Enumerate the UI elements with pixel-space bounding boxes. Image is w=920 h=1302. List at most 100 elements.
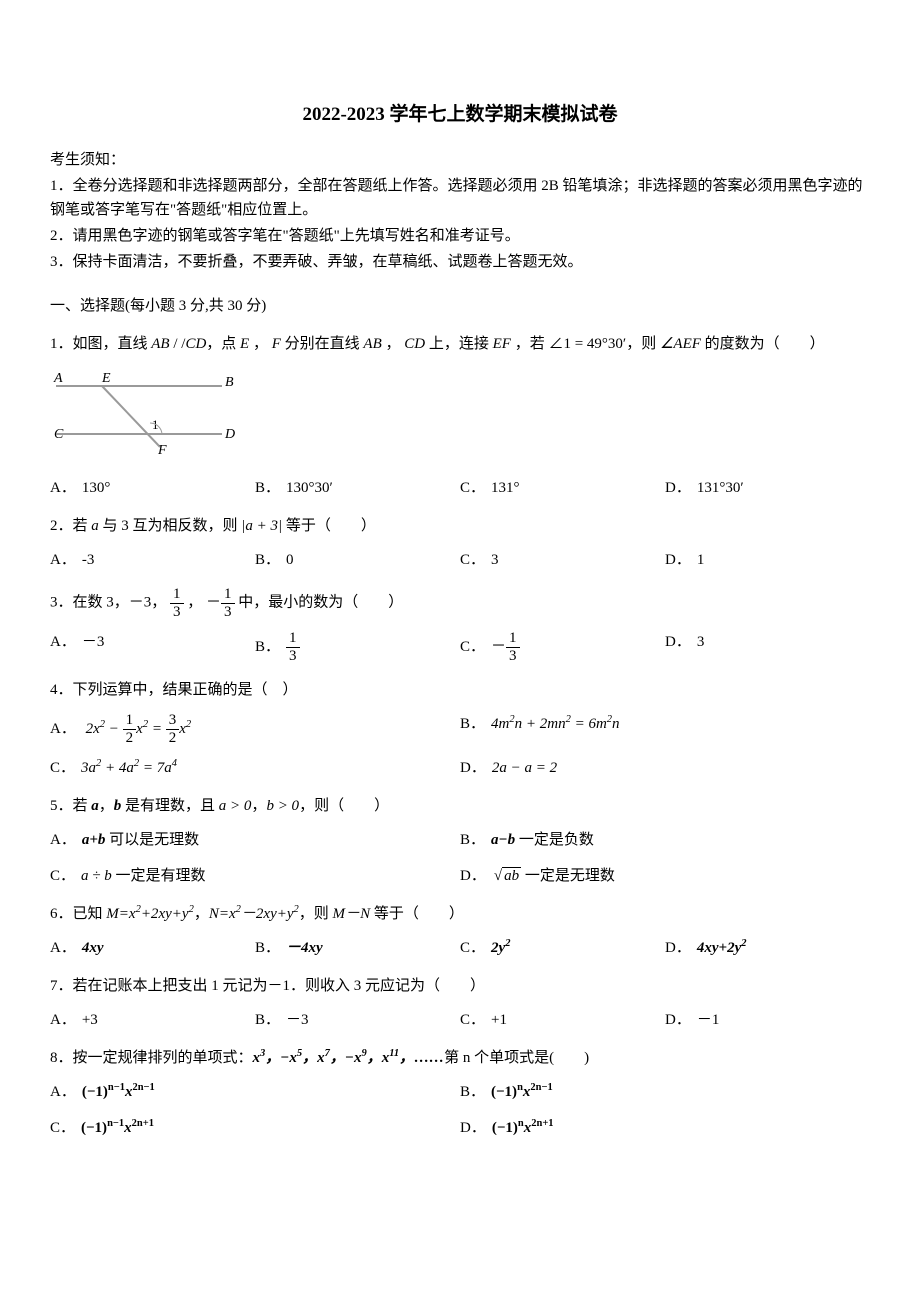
- question-1-text: 1．如图，直线 AB / /CD，点 E ， F 分别在直线 AB ， CD 上…: [50, 332, 870, 356]
- q5-t2: ，: [99, 798, 114, 814]
- q1-t7: ，若: [511, 336, 549, 352]
- q2-opt-D: 1: [697, 552, 705, 568]
- q5-t4: ，: [251, 798, 266, 814]
- question-8-options-row2: C．(−1)n−1x2n+1 D．(−1)nx2n+1: [50, 1116, 870, 1140]
- q5-opt-C: C．a ÷ b 一定是有理数: [50, 864, 460, 888]
- question-2-text: 2．若 a 与 3 互为相反数，则 |a + 3| 等于（ ）: [50, 514, 870, 538]
- fig-label-F: F: [157, 443, 167, 456]
- opt-label-B: B．: [460, 716, 485, 732]
- opt-label-A: A．: [50, 940, 76, 956]
- opt-label-D: D．: [460, 760, 486, 776]
- q3-f1n: 1: [170, 586, 184, 604]
- q5-D-s: 一定是无理数: [521, 868, 615, 884]
- q4-C-expr: 3a2 + 4a2 = 7a4: [81, 760, 177, 776]
- opt-label-A: A．: [50, 1084, 76, 1100]
- q3-neg: －: [206, 595, 221, 611]
- q4-A-f2n: 3: [166, 712, 180, 730]
- instruction-line: 1．全卷分选择题和非选择题两部分，全部在答题纸上作答。选择题必须用 2B 铅笔填…: [50, 174, 870, 222]
- q6-opt-B: －4xy: [286, 940, 323, 956]
- q5-A-e: a+b: [82, 832, 106, 848]
- q1-CD: CD: [185, 336, 206, 352]
- opt-label-C: C．: [460, 480, 485, 496]
- question-1: 1．如图，直线 AB / /CD，点 E ， F 分别在直线 AB ， CD 上…: [50, 332, 870, 500]
- q2-t1: 2．若: [50, 518, 91, 534]
- q1-AB2: AB: [363, 336, 381, 352]
- q5-a: a: [91, 798, 99, 814]
- question-5-options-row1: A．a+b 可以是无理数 B．a−b 一定是负数: [50, 828, 870, 852]
- q5-t3: 是有理数，且: [121, 798, 219, 814]
- q6-M: M=x2+2xy+y2: [106, 906, 194, 922]
- opt-label-C: C．: [50, 760, 75, 776]
- fig-label-A: A: [53, 371, 63, 386]
- q4-B-expr: 4m2n + 2mn2 = 6m2n: [491, 716, 620, 732]
- question-2: 2．若 a 与 3 互为相反数，则 |a + 3| 等于（ ） A．-3 B．0…: [50, 514, 870, 572]
- question-8-text: 8．按一定规律排列的单项式：x3，−x5，x7，−x9，x11，……第 n 个单…: [50, 1046, 870, 1070]
- opt-label-C: C．: [460, 940, 485, 956]
- q3-Cd: 3: [506, 648, 520, 665]
- q3-Bd: 3: [286, 648, 300, 665]
- q3-f2d: 3: [221, 604, 235, 621]
- question-4: 4．下列运算中，结果正确的是（ ） A． 2x2 − 12x2 = 32x2 B…: [50, 678, 870, 780]
- q3-opt-A: －3: [82, 634, 105, 650]
- q3-f1d: 3: [170, 604, 184, 621]
- q5-D-e: ab: [492, 864, 521, 888]
- q1-angle: ∠1 = 49°30′: [548, 336, 626, 352]
- fig-label-E: E: [101, 371, 111, 386]
- opt-label-A: A．: [50, 721, 76, 737]
- opt-label-B: B．: [255, 940, 280, 956]
- q1-t8: ，则: [626, 336, 660, 352]
- q1-CD2: CD: [404, 336, 425, 352]
- opt-label-D: D．: [665, 940, 691, 956]
- q1-t: 1．如图，直线: [50, 336, 151, 352]
- q4-A-f1n: 1: [123, 712, 137, 730]
- q1-t2: ，点: [206, 336, 240, 352]
- question-4-text: 4．下列运算中，结果正确的是（ ）: [50, 678, 870, 702]
- q6-opt-C: 2y2: [491, 940, 510, 956]
- page-title: 2022-2023 学年七上数学期末模拟试卷: [50, 100, 870, 130]
- q8-opt-A: A． (−1)n−1x2n−1: [50, 1080, 460, 1104]
- opt-label-D: D．: [665, 634, 691, 650]
- q2-t2: 与 3 互为相反数，则: [99, 518, 242, 534]
- question-7-text: 7．若在记账本上把支出 1 元记为－1．则收入 3 元应记为（ ）: [50, 974, 870, 998]
- question-8-options-row1: A． (−1)n−1x2n−1 B．(−1)nx2n−1: [50, 1080, 870, 1104]
- q1-AEF: ∠AEF: [660, 336, 701, 352]
- opt-label-D: D．: [665, 552, 691, 568]
- question-6: 6．已知 M=x2+2xy+y2，N=x2－2xy+y2，则 M－N 等于（ ）…: [50, 902, 870, 960]
- q5-B-e: a−b: [491, 832, 515, 848]
- q2-opt-B: 0: [286, 552, 294, 568]
- q2-a: a: [91, 518, 99, 534]
- q3-Bn: 1: [286, 630, 300, 648]
- q8-opt-C: C．(−1)n−1x2n+1: [50, 1116, 460, 1140]
- question-6-options: A．4xy B．－4xy C．2y2 D．4xy+2y2: [50, 936, 870, 960]
- instruction-line: 2．请用黑色字迹的钢笔或答字笔在"答题纸"上先填写姓名和准考证号。: [50, 224, 870, 248]
- q1-p: / /: [170, 336, 186, 352]
- q1-F: F: [272, 336, 281, 352]
- q1-t5: ，: [382, 336, 405, 352]
- q8-opt-B: B．(−1)nx2n−1: [460, 1080, 870, 1104]
- question-1-figure: A E B C D F 1: [50, 366, 870, 464]
- q6-opt-A: 4xy: [82, 940, 104, 956]
- opt-label-A: A．: [50, 634, 76, 650]
- q4-opt-D: D．2a − a = 2: [460, 756, 870, 780]
- opt-label-B: B．: [255, 480, 280, 496]
- question-8: 8．按一定规律排列的单项式：x3，−x5，x7，−x9，x11，……第 n 个单…: [50, 1046, 870, 1140]
- q1-t6: 上，连接: [425, 336, 493, 352]
- q6-t3: ，则: [299, 906, 333, 922]
- opt-label-C: C．: [50, 1120, 75, 1136]
- q6-t4: 等于（ ）: [370, 906, 464, 922]
- q8-A-e: (−1)n−1x2n−1: [82, 1084, 155, 1100]
- opt-label-D: D．: [460, 868, 486, 884]
- opt-label-D: D．: [665, 480, 691, 496]
- opt-label-C: C．: [460, 1012, 485, 1028]
- opt-label-B: B．: [255, 1012, 280, 1028]
- q3-t1: 3．在数 3，－3，: [50, 595, 166, 611]
- q4-opt-A: A． 2x2 − 12x2 = 32x2: [50, 712, 460, 746]
- q4-A-f1d: 2: [123, 730, 137, 747]
- question-3-options: A．－3 B．13 C．－13 D．3: [50, 630, 870, 664]
- q3-frac2: 13: [221, 586, 235, 620]
- fig-label-B: B: [225, 375, 234, 390]
- q3-t3: 中，最小的数为（ ）: [238, 595, 403, 611]
- q1-AB: AB: [151, 336, 169, 352]
- q5-A-s: 可以是无理数: [105, 832, 199, 848]
- opt-label-B: B．: [460, 1084, 485, 1100]
